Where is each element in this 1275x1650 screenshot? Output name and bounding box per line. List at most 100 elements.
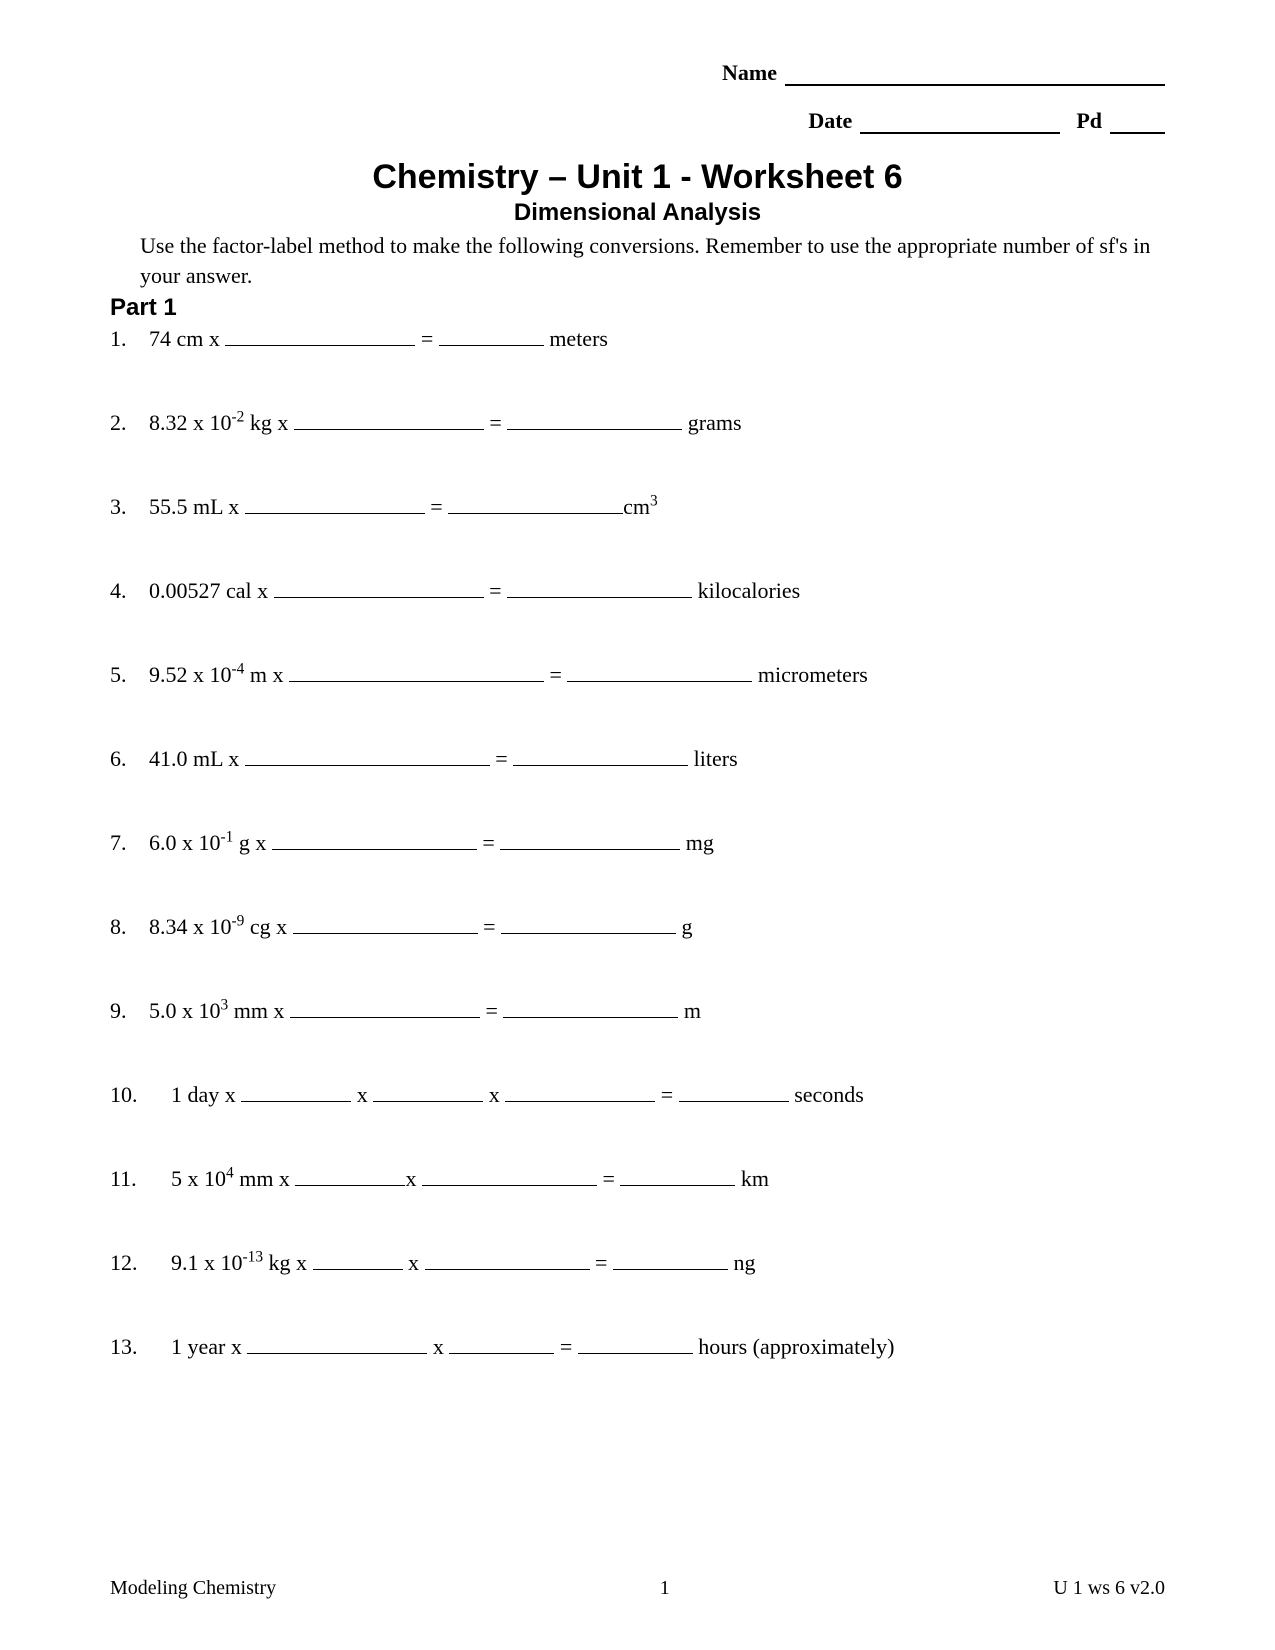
conversion-blank[interactable] (289, 660, 544, 682)
problem-row: 5. 9.52 x 10-4 m x = micrometers (110, 660, 1165, 688)
answer-blank[interactable] (507, 576, 692, 598)
unit-label: ng (728, 1250, 756, 1275)
equals: = (484, 410, 507, 435)
worksheet-title: Chemistry – Unit 1 - Worksheet 6 (110, 158, 1165, 197)
answer-blank[interactable] (507, 408, 682, 430)
footer-left: Modeling Chemistry (110, 1577, 276, 1600)
equals: = (477, 830, 500, 855)
unit-label: micrometers (752, 662, 867, 687)
problem-row: 9. 5.0 x 103 mm x = m (110, 996, 1165, 1024)
conversion-blank[interactable] (295, 1164, 405, 1186)
problem-lhs-2: mm x (234, 1166, 296, 1191)
answer-blank[interactable] (679, 1080, 789, 1102)
answer-blank[interactable] (439, 324, 544, 346)
problem-lhs: 1 year x (171, 1334, 247, 1359)
answer-blank[interactable] (513, 744, 688, 766)
equals: = (490, 746, 513, 771)
answer-blank[interactable] (613, 1248, 728, 1270)
exponent: -2 (232, 409, 245, 426)
conversion-blank[interactable] (449, 1332, 554, 1354)
problem-row: 7. 6.0 x 10-1 g x = mg (110, 828, 1165, 856)
unit-label: km (735, 1166, 769, 1191)
exponent: -4 (232, 661, 245, 678)
problem-row: 13. 1 year x x = hours (approximately) (110, 1332, 1165, 1360)
conversion-blank[interactable] (225, 324, 415, 346)
conversion-blank[interactable] (373, 1080, 483, 1102)
conversion-blank[interactable] (505, 1080, 655, 1102)
date-blank[interactable] (860, 132, 1060, 134)
answer-blank[interactable] (567, 660, 752, 682)
problem-lhs: 9.1 x 10 (171, 1250, 243, 1275)
date-label: Date (808, 108, 852, 133)
conversion-blank[interactable] (293, 912, 478, 934)
conversion-blank[interactable] (313, 1248, 403, 1270)
times-sep: x (351, 1082, 373, 1107)
problem-row: 8. 8.34 x 10-9 cg x = g (110, 912, 1165, 940)
problem-number: 11. (110, 1166, 160, 1192)
problem-lhs-2: m x (244, 662, 289, 687)
conversion-blank[interactable] (272, 828, 477, 850)
problem-number: 5. (110, 662, 138, 688)
equals: = (597, 1166, 620, 1191)
unit-exponent: 3 (650, 493, 658, 510)
conversion-blank[interactable] (422, 1164, 597, 1186)
problem-lhs: 55.5 mL x (149, 494, 245, 519)
conversion-blank[interactable] (290, 996, 480, 1018)
conversion-blank[interactable] (247, 1332, 427, 1354)
problem-number: 6. (110, 746, 138, 772)
conversion-blank[interactable] (241, 1080, 351, 1102)
problem-number: 3. (110, 494, 138, 520)
conversion-blank[interactable] (274, 576, 484, 598)
unit-label: grams (682, 410, 741, 435)
header: Name Date Pd (110, 50, 1165, 134)
worksheet-subtitle: Dimensional Analysis (110, 199, 1165, 227)
problem-number: 9. (110, 998, 138, 1024)
conversion-blank[interactable] (245, 744, 490, 766)
equals: = (478, 914, 501, 939)
problem-lhs-2: kg x (263, 1250, 313, 1275)
problem-lhs: 9.52 x 10 (149, 662, 232, 687)
conversion-blank[interactable] (245, 492, 425, 514)
name-blank[interactable] (785, 84, 1165, 86)
problem-lhs: 5.0 x 10 (149, 998, 221, 1023)
unit-label: kilocalories (692, 578, 800, 603)
times-sep: x (427, 1334, 449, 1359)
footer-center: 1 (660, 1577, 670, 1600)
exponent: -1 (221, 829, 234, 846)
pd-blank[interactable] (1110, 132, 1165, 134)
answer-blank[interactable] (503, 996, 678, 1018)
problem-row: 4. 0.00527 cal x = kilocalories (110, 576, 1165, 604)
equals: = (425, 494, 448, 519)
problem-lhs: 1 day x (171, 1082, 241, 1107)
times-sep: x (405, 1166, 422, 1191)
unit-label: meters (544, 326, 608, 351)
problem-number: 7. (110, 830, 138, 856)
unit-label: g (676, 914, 693, 939)
answer-blank[interactable] (448, 492, 623, 514)
unit-label: mg (680, 830, 714, 855)
equals: = (590, 1250, 613, 1275)
answer-blank[interactable] (501, 912, 676, 934)
times-sep: x (483, 1082, 505, 1107)
problem-row: 12. 9.1 x 10-13 kg x x = ng (110, 1248, 1165, 1276)
answer-blank[interactable] (500, 828, 680, 850)
unit-label: m (678, 998, 701, 1023)
exponent: -9 (232, 913, 245, 930)
problem-number: 13. (110, 1334, 160, 1360)
exponent: -13 (243, 1249, 264, 1266)
problem-lhs-2: g x (233, 830, 272, 855)
problem-row: 3. 55.5 mL x = cm3 (110, 492, 1165, 520)
footer-right: U 1 ws 6 v2.0 (1053, 1577, 1165, 1600)
equals: = (544, 662, 567, 687)
answer-blank[interactable] (620, 1164, 735, 1186)
date-pd-row: Date Pd (110, 108, 1165, 134)
conversion-blank[interactable] (294, 408, 484, 430)
equals: = (554, 1334, 577, 1359)
problem-row: 1. 74 cm x = meters (110, 324, 1165, 352)
part-label: Part 1 (110, 294, 1165, 322)
answer-blank[interactable] (578, 1332, 693, 1354)
problem-lhs: 0.00527 cal x (149, 578, 274, 603)
conversion-blank[interactable] (425, 1248, 590, 1270)
name-label: Name (722, 60, 777, 85)
problem-row: 10. 1 day x x x = seconds (110, 1080, 1165, 1108)
